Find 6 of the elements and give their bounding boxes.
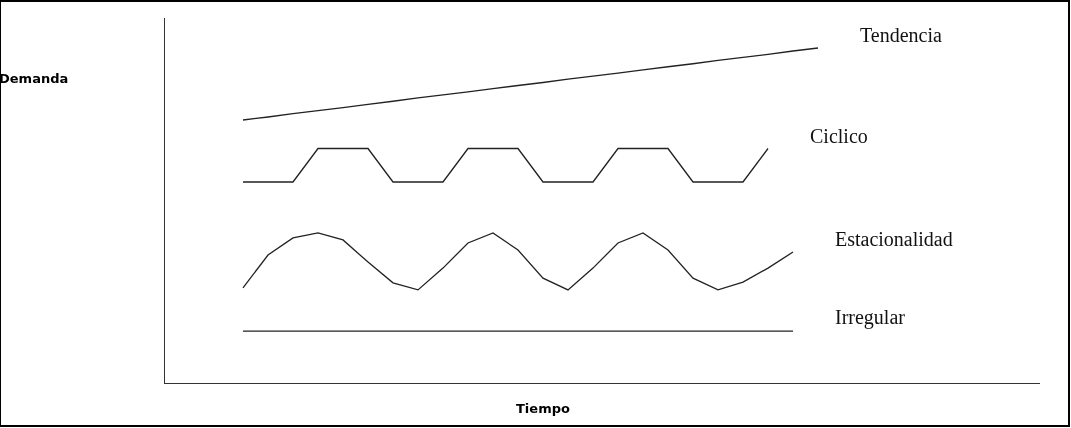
text: Estacionalidad: [835, 228, 953, 250]
text: Ciclico: [810, 125, 868, 147]
text: Demanda: [0, 71, 69, 86]
text: Irregular: [835, 306, 906, 329]
text: Tendencia: [860, 24, 943, 46]
x-axis-title: Tiempo: [516, 401, 570, 416]
